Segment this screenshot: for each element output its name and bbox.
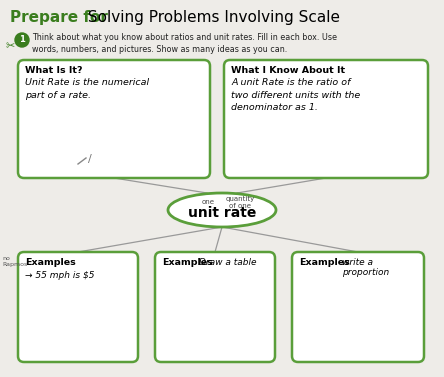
Text: What I Know About It: What I Know About It — [231, 66, 345, 75]
Text: 1: 1 — [19, 35, 25, 44]
Text: /: / — [88, 154, 92, 164]
Text: unit rate: unit rate — [188, 206, 256, 220]
FancyBboxPatch shape — [155, 252, 275, 362]
Circle shape — [15, 33, 29, 47]
Ellipse shape — [168, 193, 276, 227]
Text: → 55 mph is $5: → 55 mph is $5 — [25, 271, 95, 280]
Text: Examples: Examples — [162, 258, 213, 267]
FancyBboxPatch shape — [18, 60, 210, 178]
Text: Unit Rate is the numerical
part of a rate.: Unit Rate is the numerical part of a rat… — [25, 78, 149, 100]
Text: Solving Problems Involving Scale: Solving Problems Involving Scale — [83, 10, 340, 25]
Text: one: one — [202, 199, 214, 205]
Text: Draw a table: Draw a table — [199, 258, 257, 267]
FancyBboxPatch shape — [224, 60, 428, 178]
Text: quantity
of one: quantity of one — [226, 196, 254, 208]
Text: Prepare for: Prepare for — [10, 10, 108, 25]
Text: Examples: Examples — [25, 258, 76, 267]
Text: Think about what you know about ratios and unit rates. Fill in each box. Use
wor: Think about what you know about ratios a… — [32, 33, 337, 54]
Text: no
Rapmos: no Rapmos — [2, 256, 27, 267]
Text: write a
proportion: write a proportion — [342, 258, 389, 277]
FancyBboxPatch shape — [292, 252, 424, 362]
Text: ✂: ✂ — [5, 41, 15, 51]
Text: What Is It?: What Is It? — [25, 66, 83, 75]
Text: A unit Rate is the ratio of
two different units with the
denominator as 1.: A unit Rate is the ratio of two differen… — [231, 78, 360, 112]
Text: Examples: Examples — [299, 258, 350, 267]
FancyBboxPatch shape — [18, 252, 138, 362]
